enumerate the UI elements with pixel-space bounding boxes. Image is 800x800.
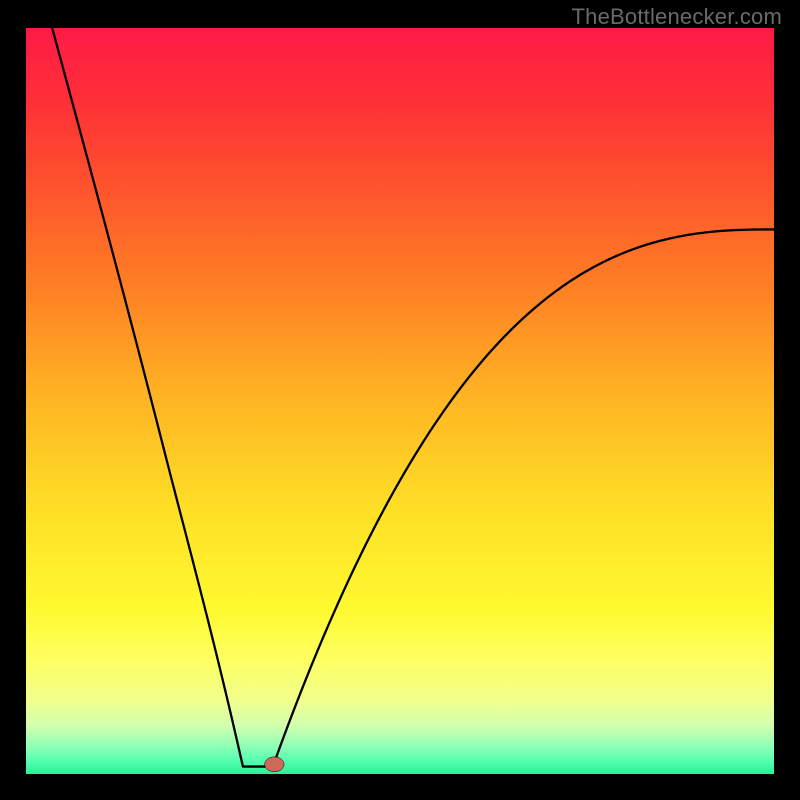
watermark-text: TheBottlenecker.com <box>572 4 782 30</box>
chart-svg <box>26 28 774 774</box>
optimal-point-marker <box>265 757 284 772</box>
plot-area <box>26 28 774 774</box>
chart-container: TheBottlenecker.com <box>0 0 800 800</box>
gradient-background <box>26 28 774 774</box>
